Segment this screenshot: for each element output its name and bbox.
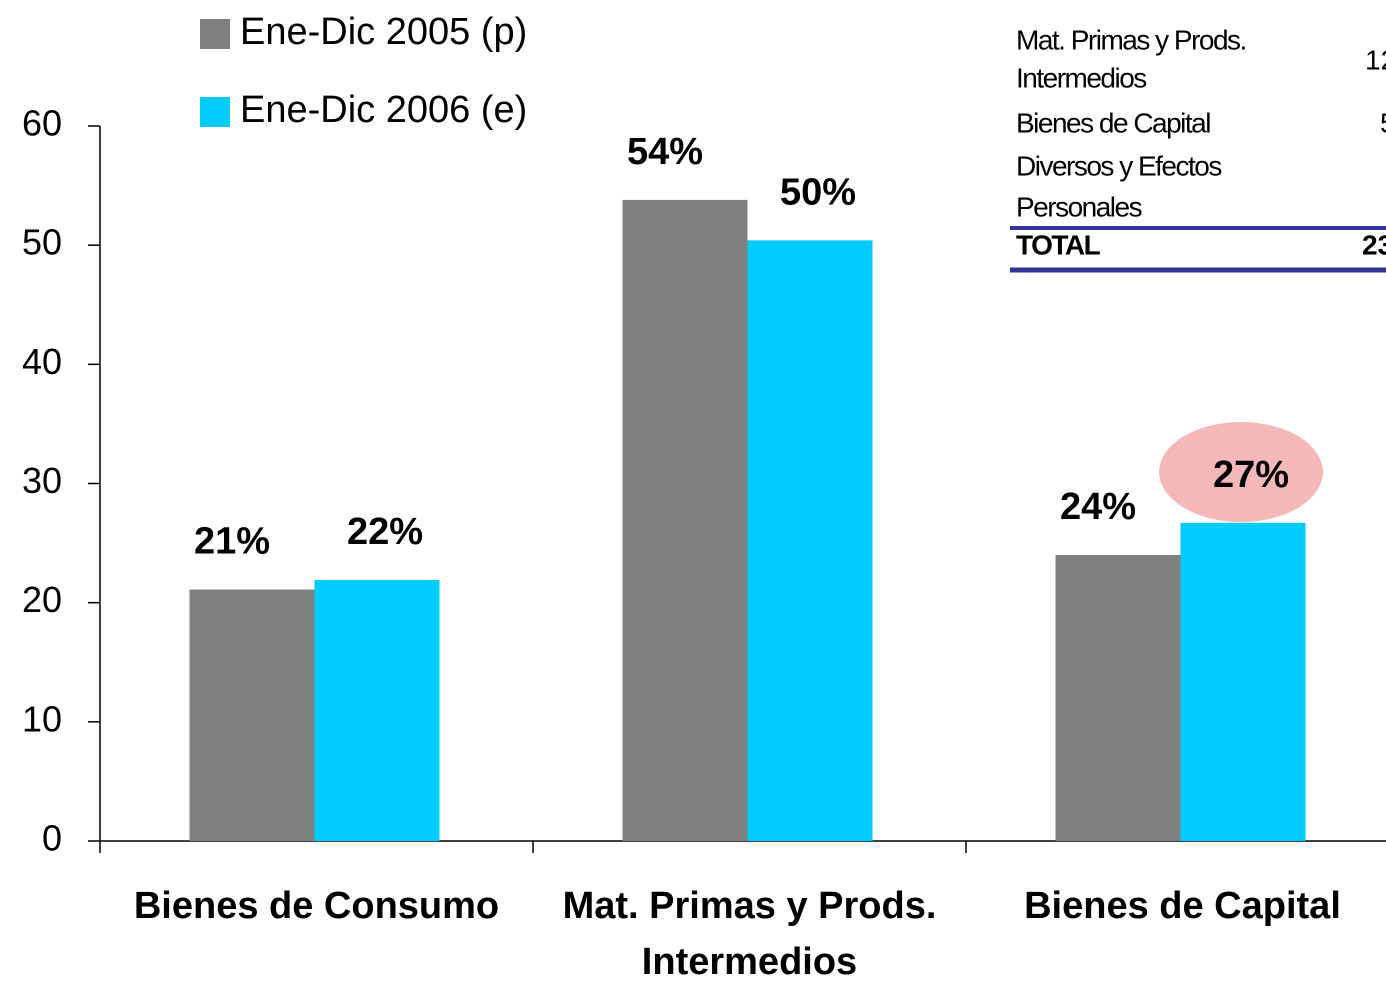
y-tick-label: 40 [22, 341, 62, 382]
legend-label: Ene-Dic 2005 (p) [240, 11, 527, 53]
table-value: 5 [1380, 107, 1386, 138]
value-label: 24% [1060, 486, 1136, 528]
x-tick-label: Mat. Primas y Prods. Intermedios [562, 885, 937, 981]
x-tick-label: Bienes de Consumo [133, 885, 500, 927]
table-label: TOTAL [1016, 229, 1101, 260]
x-tick-label: Bienes de Capital [1024, 885, 1341, 927]
y-tick-label: 0 [42, 818, 62, 859]
bar [314, 580, 440, 841]
table-label: Mat. Primas y Prods. [1016, 24, 1246, 55]
table-label: Diversos y Efectos [1016, 150, 1221, 181]
highlight [1159, 422, 1323, 522]
bar [747, 240, 873, 841]
value-label: 50% [780, 171, 856, 213]
y-tick-label: 10 [22, 698, 62, 739]
table-label: Intermedios [1016, 62, 1146, 93]
bar [189, 589, 315, 841]
y-tick-label: 20 [22, 579, 62, 620]
table-value: 12 [1365, 44, 1386, 75]
legend-swatch [200, 19, 230, 49]
y-tick-label: 50 [22, 222, 62, 263]
bar [622, 199, 748, 842]
bar [1055, 555, 1181, 841]
table-label: Personales [1016, 191, 1142, 222]
value-label: 22% [347, 511, 423, 553]
value-label: 54% [627, 131, 703, 173]
table-label: Bienes de Capital [1016, 107, 1210, 138]
value-label: 21% [194, 521, 270, 563]
table-value: 23 [1362, 229, 1386, 260]
legend-swatch [200, 97, 230, 127]
y-tick-label: 60 [22, 103, 62, 144]
y-tick-label: 30 [22, 460, 62, 501]
bar [1180, 522, 1306, 841]
value-label: 27% [1213, 454, 1289, 496]
legend-label: Ene-Dic 2006 (e) [240, 89, 527, 131]
